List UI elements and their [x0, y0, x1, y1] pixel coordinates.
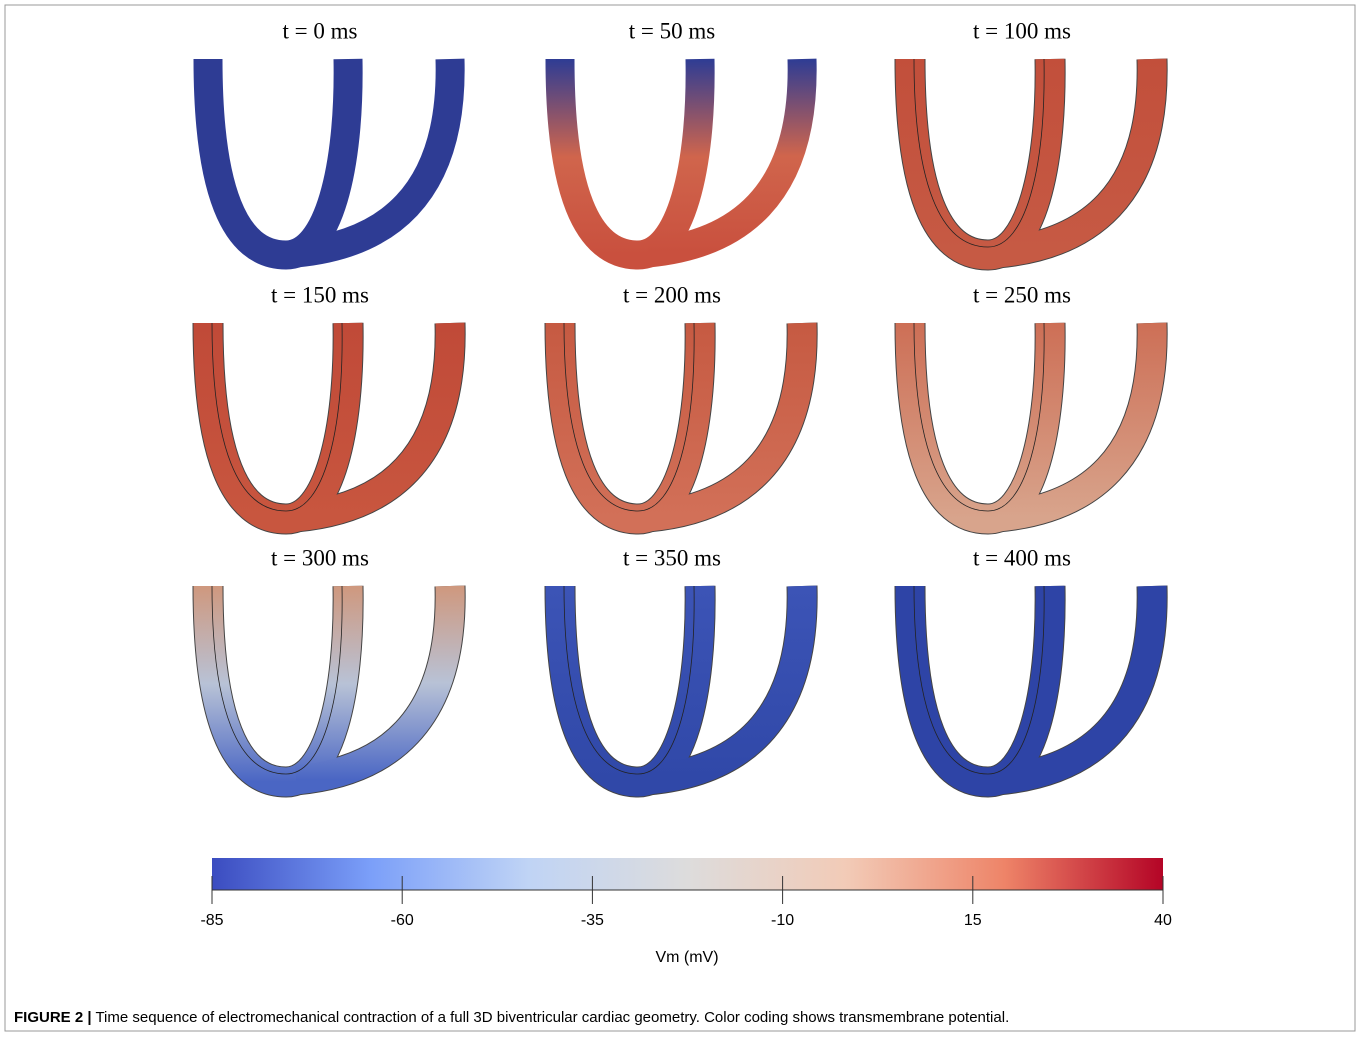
caption-text: Time sequence of electromechanical contr…	[95, 1009, 1009, 1026]
tick-label: -85	[200, 912, 223, 929]
panel-title: t = 100 ms	[973, 18, 1071, 43]
heart-panel	[208, 323, 450, 519]
panel-title: t = 400 ms	[973, 545, 1071, 570]
figure: Vm (mV) FIGURE 2 | Time sequence of elec…	[0, 0, 1360, 1037]
colorbar	[212, 858, 1163, 890]
panel-title: t = 350 ms	[623, 545, 721, 570]
heart-panel	[910, 59, 1152, 255]
heart-panel	[910, 586, 1152, 782]
panel-title: t = 200 ms	[623, 282, 721, 307]
panel-title: t = 150 ms	[271, 282, 369, 307]
caption-label: FIGURE 2 |	[14, 1009, 92, 1026]
tick-label: -10	[771, 912, 794, 929]
tick-label: -35	[581, 912, 604, 929]
heart-panel	[208, 586, 450, 782]
tick-label: 40	[1154, 912, 1172, 929]
panel-title: t = 300 ms	[271, 545, 369, 570]
heart-panel	[560, 586, 802, 782]
tick-label: 15	[964, 912, 982, 929]
panel-title: t = 250 ms	[973, 282, 1071, 307]
heart-panel	[208, 59, 450, 255]
left-ventricle	[560, 59, 700, 255]
heart-panel	[910, 323, 1152, 519]
heart-panel	[560, 59, 802, 255]
panel-title: t = 0 ms	[283, 18, 358, 43]
heart-panel	[560, 323, 802, 519]
tick-label: -60	[391, 912, 414, 929]
panel-title: t = 50 ms	[629, 18, 716, 43]
caption: FIGURE 2 | Time sequence of electromecha…	[14, 1009, 1009, 1026]
colorbar-label: Vm (mV)	[655, 949, 718, 966]
left-ventricle	[208, 59, 348, 255]
